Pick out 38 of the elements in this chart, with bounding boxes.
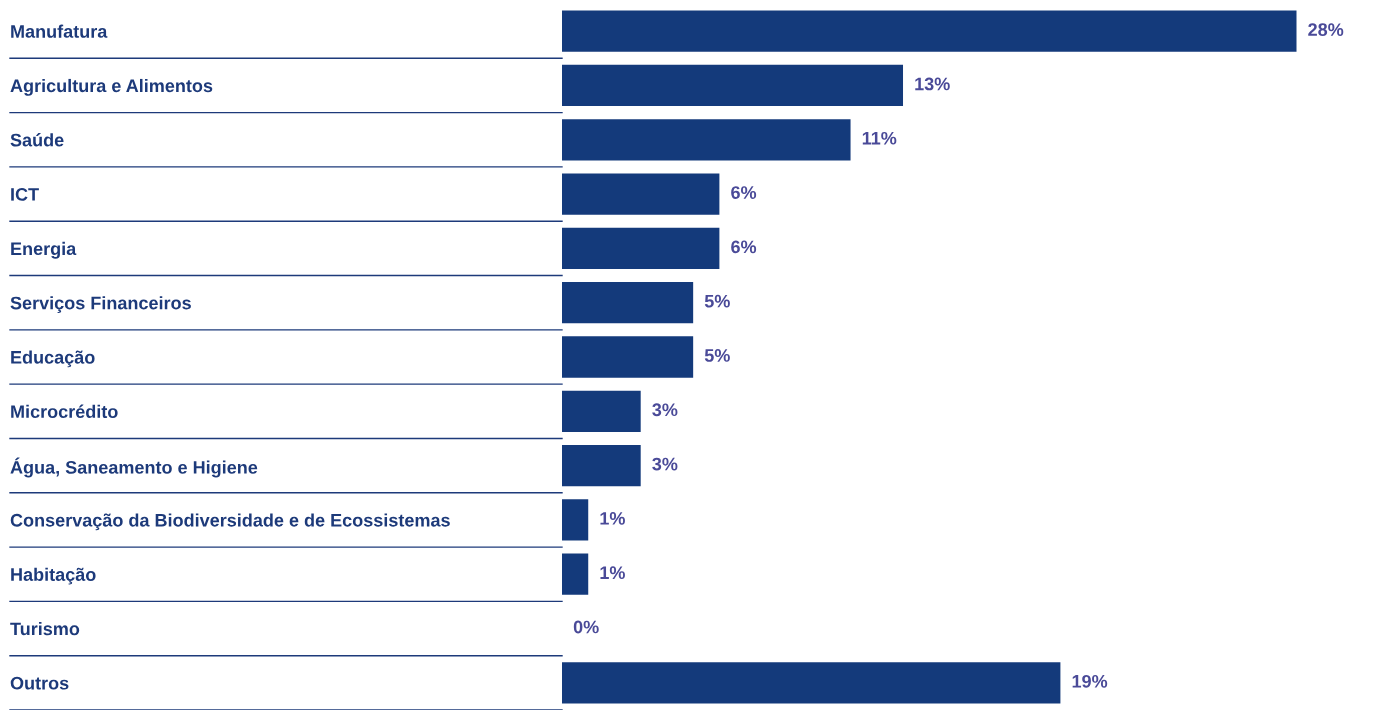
bar	[562, 119, 851, 161]
y-tick-label: Saúde	[10, 133, 64, 147]
data-label: 6%	[731, 240, 757, 254]
data-label: 28%	[1308, 23, 1344, 36]
y-tick-label: Turismo	[10, 622, 80, 636]
data-label: 5%	[704, 349, 730, 362]
bar	[562, 64, 904, 107]
bar	[562, 553, 589, 595]
bar	[562, 499, 589, 541]
y-tick-label: Educação	[11, 350, 95, 368]
y-tick-label: Energia	[11, 241, 77, 259]
data-label: 1%	[600, 566, 625, 580]
data-label: 3%	[652, 403, 678, 417]
bar	[562, 662, 1061, 704]
bar	[562, 282, 694, 324]
data-label: 0%	[573, 620, 599, 634]
data-label: 5%	[704, 294, 730, 308]
bar	[562, 390, 641, 432]
y-tick-label: ICT	[11, 188, 39, 201]
y-tick-label: Outros	[10, 676, 69, 690]
y-tick-label: Habitação	[11, 567, 96, 585]
data-label: 13%	[915, 77, 950, 91]
data-label: 3%	[652, 457, 678, 471]
data-label: 11%	[862, 131, 897, 145]
bar	[562, 10, 1297, 52]
data-label: 1%	[600, 512, 625, 525]
y-tick-label: Agricultura e Alimentos	[10, 78, 213, 96]
bar	[562, 173, 720, 215]
y-tick-label: Conservação da Biodiversidade e de Ecossistemas	[10, 513, 450, 531]
data-label: 6%	[731, 186, 757, 199]
bar	[562, 336, 694, 378]
bar	[562, 227, 720, 270]
y-tick-label: Serviços Financeiros	[10, 296, 191, 313]
y-tick-label: Água, Saneamento e Higiene	[10, 457, 258, 478]
bar	[562, 444, 641, 487]
y-tick-label: Manufatura	[11, 24, 108, 38]
y-tick-label: Microcrédito	[11, 404, 118, 419]
data-label: 19%	[1072, 674, 1108, 688]
